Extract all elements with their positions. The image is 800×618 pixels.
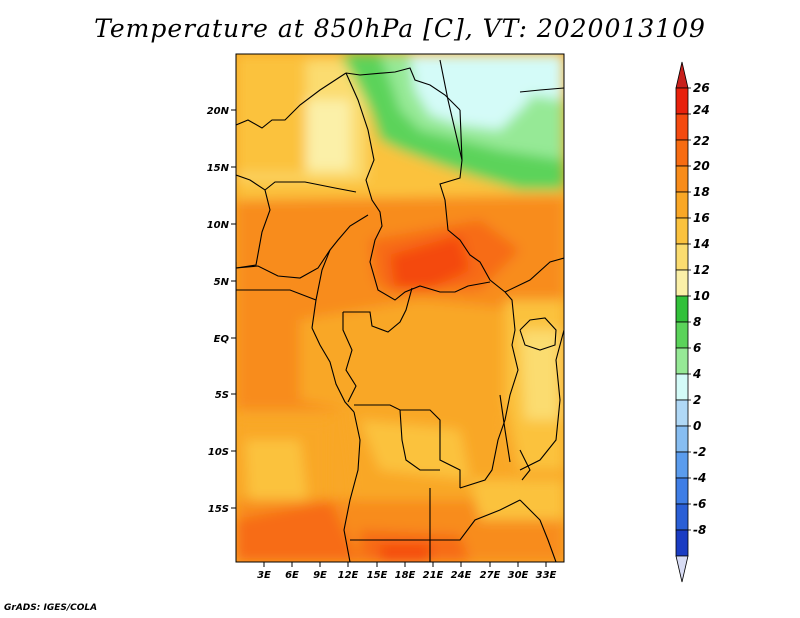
lat-label: 15N — [207, 163, 230, 174]
colorbar-segment — [675, 477, 689, 505]
colorbar-segment — [675, 243, 689, 271]
colorbar-label: 16 — [693, 211, 710, 225]
lon-label: 12E — [338, 570, 359, 581]
colorbar-label: 12 — [693, 263, 710, 277]
colorbar-segment — [675, 529, 689, 557]
lat-label: 10S — [208, 447, 229, 458]
colorbar-segment — [675, 321, 689, 349]
colorbar-label: -6 — [693, 497, 706, 511]
lon-label: 6E — [285, 570, 299, 581]
colorbar-label: 18 — [693, 185, 710, 199]
colorbar-label: 2 — [693, 393, 701, 407]
lat-label: 10N — [207, 220, 230, 231]
colorbar-segment — [675, 139, 689, 167]
colorbar-label: 6 — [693, 341, 701, 355]
colorbar-segment — [675, 165, 689, 193]
colorbar-segment — [675, 87, 689, 115]
colorbar-label: 20 — [693, 159, 710, 173]
colorbar-segment — [675, 191, 689, 219]
colorbar-label: 14 — [693, 237, 710, 251]
colorbar — [675, 61, 691, 583]
colorbar-segment — [675, 373, 689, 401]
credit-text: GrADS: IGES/COLA — [4, 603, 98, 613]
lon-label: 21E — [423, 570, 444, 581]
colorbar-segment — [675, 269, 689, 297]
colorbar-labels: 26 24 22 20 18 16 14 12 10 8 6 4 2 0 -2 … — [692, 81, 710, 537]
colorbar-label: 8 — [693, 315, 701, 329]
colorbar-label: 22 — [693, 134, 710, 148]
latitude-axis: 20N 15N 10N 5N EQ 5S 10S 15S — [207, 106, 236, 515]
lat-label: EQ — [214, 334, 230, 345]
colorbar-label: 26 — [693, 81, 710, 95]
lon-label: 24E — [451, 570, 472, 581]
lon-label: 30E — [508, 570, 529, 581]
colorbar-label: -8 — [693, 523, 706, 537]
map-frame — [235, 53, 565, 563]
lat-label: 20N — [207, 106, 230, 117]
lon-label: 33E — [536, 570, 557, 581]
longitude-axis: 3E 6E 9E 12E 15E 18E 21E 24E 27E 30E 33E — [257, 562, 557, 581]
temperature-field — [236, 54, 564, 562]
colorbar-segment — [675, 217, 689, 245]
colorbar-segment — [675, 347, 689, 375]
lat-label: 15S — [208, 504, 229, 515]
colorbar-label: 0 — [693, 419, 701, 433]
colorbar-label: -2 — [693, 445, 706, 459]
colorbar-segment — [675, 425, 689, 453]
colorbar-upper-arrow — [675, 61, 689, 89]
colorbar-label: -4 — [693, 471, 706, 485]
colorbar-segment — [675, 503, 689, 531]
colorbar-label: 10 — [693, 289, 710, 303]
colorbar-segment — [675, 295, 689, 323]
lon-label: 27E — [480, 570, 501, 581]
colorbar-lower-arrow — [675, 555, 689, 583]
colorbar-label: 4 — [692, 367, 701, 381]
chart-title: Temperature at 850hPa [C], VT: 202001310… — [94, 14, 706, 43]
lon-label: 9E — [313, 570, 327, 581]
lon-label: 3E — [257, 570, 271, 581]
colorbar-segment — [675, 399, 689, 427]
lat-label: 5S — [215, 390, 229, 401]
lon-label: 15E — [367, 570, 388, 581]
lat-label: 5N — [214, 277, 230, 288]
colorbar-segment — [675, 451, 689, 479]
colorbar-label: 24 — [693, 103, 710, 117]
colorbar-segment — [675, 113, 689, 141]
lon-label: 18E — [395, 570, 416, 581]
country-borders — [236, 59, 564, 562]
